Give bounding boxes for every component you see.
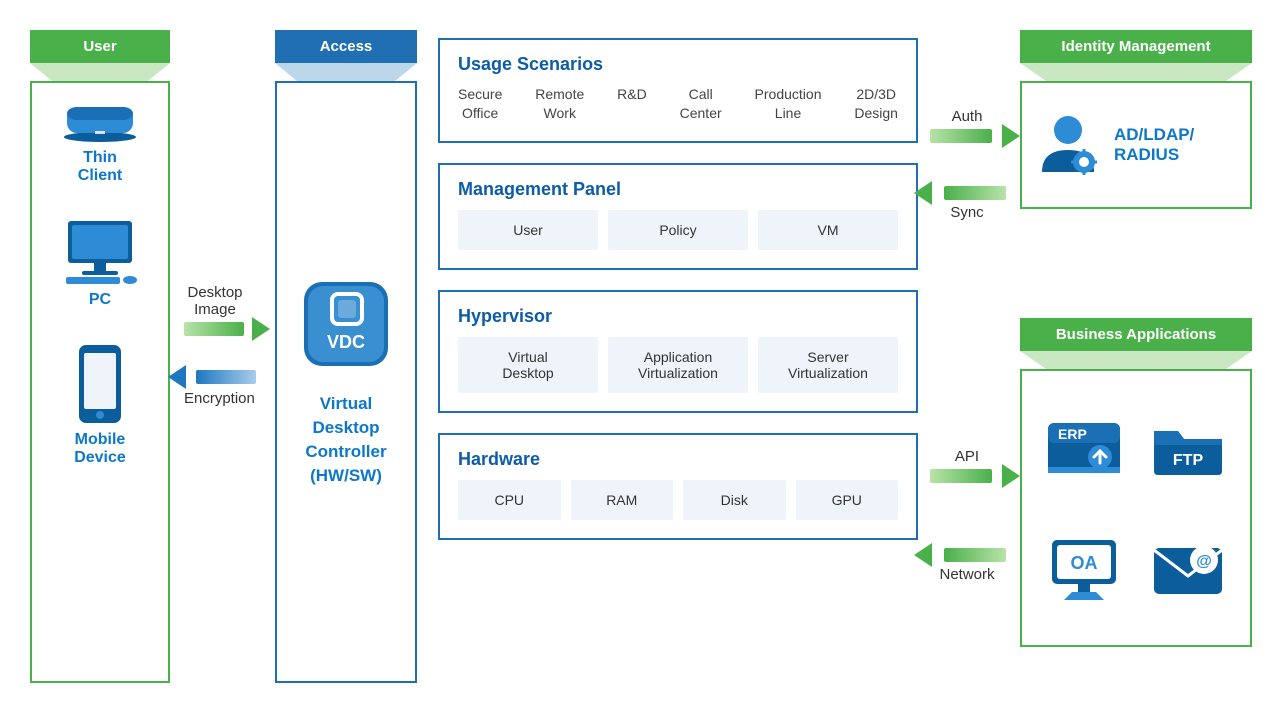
chip-policy: Policy xyxy=(608,210,748,250)
identity-label: AD/LDAP/ RADIUS xyxy=(1114,125,1194,165)
center-column: Usage Scenarios Secure Office Remote Wor… xyxy=(438,38,918,540)
arrow-encryption: Encryption xyxy=(184,370,254,407)
arrow-api-label: API xyxy=(930,448,1004,465)
hardware-panel: Hardware CPU RAM Disk GPU xyxy=(438,433,918,540)
chip-serverv: Server Virtualization xyxy=(758,337,898,393)
hardware-items: CPU RAM Disk GPU xyxy=(458,480,898,520)
mobile-label: Mobile Device xyxy=(74,431,126,467)
arrow-desktop-image-label: Desktop Image xyxy=(176,284,254,318)
access-header-label: Access xyxy=(320,38,373,55)
hypervisor-items: Virtual Desktop Application Virtualizati… xyxy=(458,337,898,393)
identity-column: Identity Management AD/LDAP/ RADIUS xyxy=(1020,30,1252,209)
business-panel: ERP FTP OA @ xyxy=(1020,369,1252,647)
arrow-auth-label: Auth xyxy=(930,108,1004,125)
vdc-label: Virtual Desktop Controller (HW/SW) xyxy=(305,392,386,487)
management-items: User Policy VM xyxy=(458,210,898,250)
identity-panel: AD/LDAP/ RADIUS xyxy=(1020,81,1252,209)
user-admin-icon xyxy=(1036,110,1100,180)
user-header-label: User xyxy=(83,38,116,55)
svg-text:FTP: FTP xyxy=(1173,452,1204,469)
chip-vm: VM xyxy=(758,210,898,250)
usage-scenarios-panel: Usage Scenarios Secure Office Remote Wor… xyxy=(438,38,918,143)
oa-icon: OA xyxy=(1044,534,1124,606)
business-header-label: Business Applications xyxy=(1056,326,1216,343)
chip-gpu: GPU xyxy=(796,480,899,520)
arrow-auth: Auth xyxy=(930,108,1004,143)
hypervisor-panel: Hypervisor Virtual Desktop Application V… xyxy=(438,290,918,413)
svg-text:@: @ xyxy=(1196,553,1212,570)
business-column: Business Applications ERP FTP OA xyxy=(1020,318,1252,647)
thin-client-label: Thin Client xyxy=(78,149,122,185)
chip-vdesktop: Virtual Desktop xyxy=(458,337,598,393)
user-panel: Thin Client PC Mobile Device xyxy=(30,81,170,683)
usage-item: Remote Work xyxy=(535,85,584,123)
vdc-icon: VDC xyxy=(298,276,394,372)
arrow-sync: Sync xyxy=(930,186,1004,221)
erp-icon: ERP xyxy=(1044,415,1124,479)
mail-icon: @ xyxy=(1148,536,1228,604)
arrow-api: API xyxy=(930,448,1004,483)
pc-icon xyxy=(60,219,140,285)
chip-appv: Application Virtualization xyxy=(608,337,748,393)
hardware-title: Hardware xyxy=(458,449,898,470)
user-item-thin-client: Thin Client xyxy=(61,103,139,185)
user-header: User xyxy=(30,30,170,63)
arrow-sync-label: Sync xyxy=(930,204,1004,221)
access-column: Access VDC Virtual Desktop Controller (H… xyxy=(275,30,417,683)
chip-cpu: CPU xyxy=(458,480,561,520)
identity-header: Identity Management xyxy=(1020,30,1252,63)
usage-items: Secure Office Remote Work R&D Call Cente… xyxy=(458,85,898,123)
chip-ram: RAM xyxy=(571,480,674,520)
svg-text:OA: OA xyxy=(1071,553,1098,573)
svg-text:ERP: ERP xyxy=(1058,426,1087,442)
management-panel: Management Panel User Policy VM xyxy=(438,163,918,270)
usage-item: Call Center xyxy=(680,85,722,123)
arrow-network: Network xyxy=(930,548,1004,583)
identity-header-label: Identity Management xyxy=(1061,38,1210,55)
user-header-trapezoid xyxy=(30,63,170,81)
arrow-network-label: Network xyxy=(930,566,1004,583)
usage-title: Usage Scenarios xyxy=(458,54,898,75)
usage-item: Secure Office xyxy=(458,85,502,123)
ftp-icon: FTP xyxy=(1148,415,1228,479)
business-header-trapezoid xyxy=(1020,351,1252,369)
mobile-icon xyxy=(75,343,125,425)
identity-header-trapezoid xyxy=(1020,63,1252,81)
usage-item: Production Line xyxy=(755,85,822,123)
arrow-desktop-image: Desktop Image xyxy=(184,284,254,336)
arrow-encryption-label: Encryption xyxy=(184,390,254,407)
thin-client-icon xyxy=(61,103,139,143)
pc-label: PC xyxy=(89,291,111,309)
user-item-pc: PC xyxy=(60,219,140,309)
business-header: Business Applications xyxy=(1020,318,1252,351)
vdc-badge-text: VDC xyxy=(327,332,365,352)
user-item-mobile: Mobile Device xyxy=(74,343,126,467)
access-header-trapezoid xyxy=(275,63,417,81)
access-panel: VDC Virtual Desktop Controller (HW/SW) xyxy=(275,81,417,683)
chip-disk: Disk xyxy=(683,480,786,520)
management-title: Management Panel xyxy=(458,179,898,200)
user-column: User Thin Client PC xyxy=(30,30,170,683)
usage-item: 2D/3D Design xyxy=(854,85,898,123)
hypervisor-title: Hypervisor xyxy=(458,306,898,327)
usage-item: R&D xyxy=(617,85,647,123)
access-header: Access xyxy=(275,30,417,63)
chip-user: User xyxy=(458,210,598,250)
